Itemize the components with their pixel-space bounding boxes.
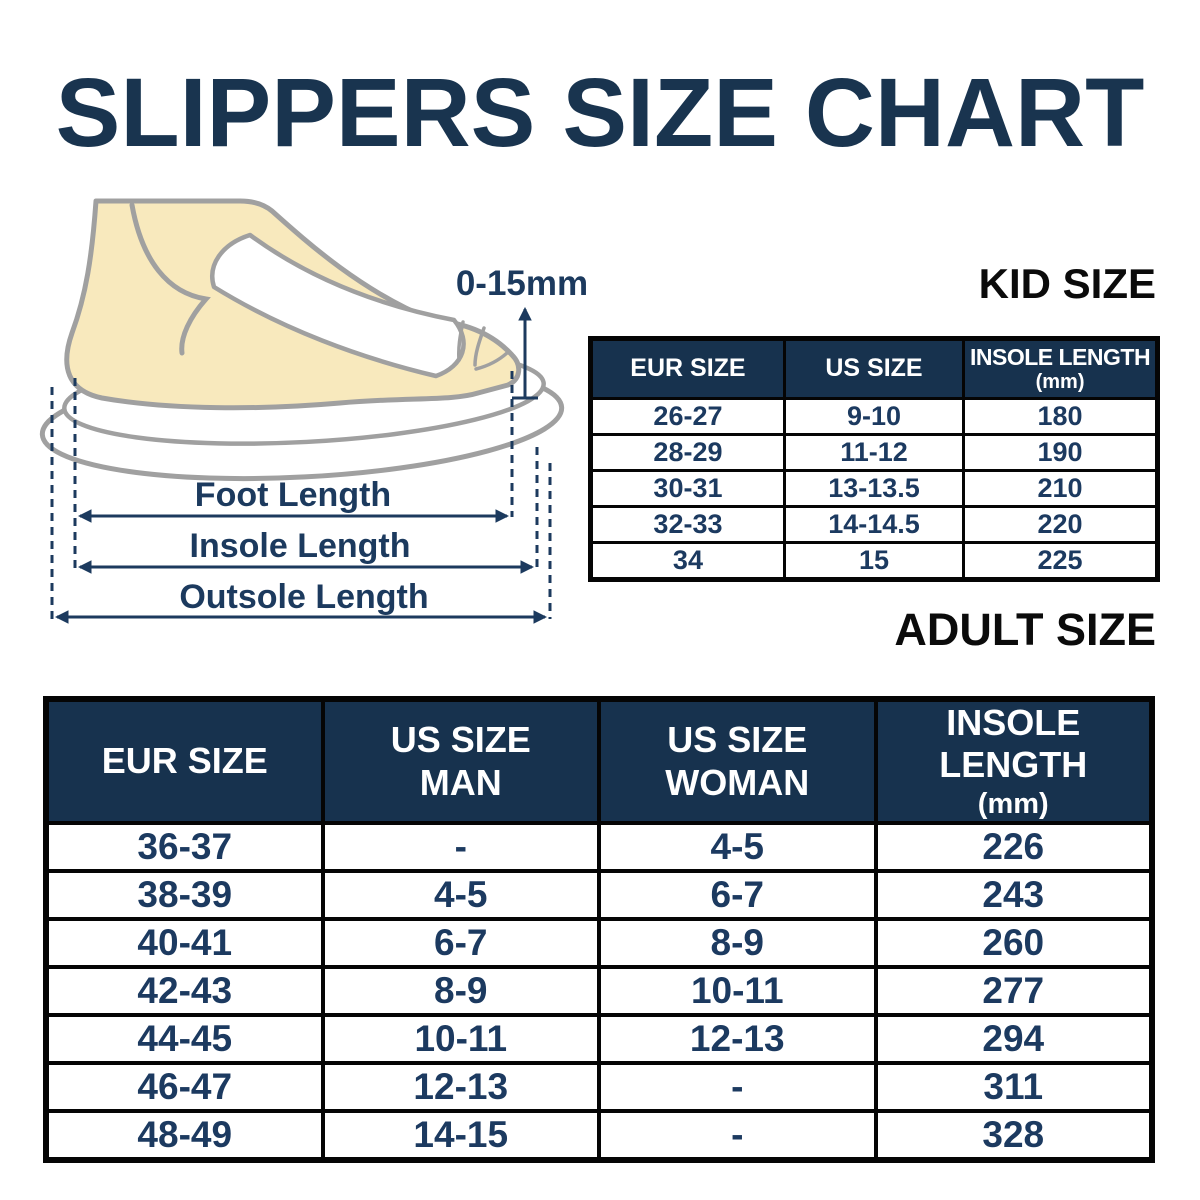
cell-eur: 36-37 bbox=[44, 821, 325, 874]
table-row: 36-37-4-5 226 bbox=[44, 821, 1154, 874]
cell-eur: 28-29 bbox=[589, 433, 786, 472]
slipper-vamp-shape bbox=[210, 232, 466, 379]
cell-us-man: - bbox=[320, 821, 601, 874]
header-text: EUR SIZE bbox=[630, 354, 746, 383]
page-title: SLIPPERS SIZE CHART bbox=[55, 58, 1145, 167]
cell-us-woman: 8-9 bbox=[597, 917, 878, 970]
cell-us-man: 4-5 bbox=[320, 869, 601, 922]
measurement-arrows bbox=[54, 509, 548, 624]
cell-insole: 328 bbox=[873, 1109, 1154, 1163]
cell-eur: 34 bbox=[589, 541, 786, 581]
cell-eur: 48-49 bbox=[44, 1109, 325, 1163]
cell-us-woman: 4-5 bbox=[597, 821, 878, 874]
table-row: 40-41 6-7 8-9 260 bbox=[44, 917, 1154, 970]
toe-gap-indicator bbox=[512, 306, 538, 400]
header-text: US SIZE bbox=[390, 719, 531, 761]
toe-lines bbox=[457, 320, 509, 371]
kid-header-row: EUR SIZE US SIZE INSOLE LENGTH (mm) bbox=[589, 337, 1159, 400]
table-row: 30-31 13-13.5 210 bbox=[589, 469, 1159, 508]
cell-eur: 42-43 bbox=[44, 965, 325, 1018]
header-text: INSOLE LENGTH bbox=[939, 702, 1088, 786]
header-subtext: (mm) bbox=[1035, 370, 1085, 393]
cell-us-woman: 6-7 bbox=[597, 869, 878, 922]
cell-us: 15 bbox=[782, 541, 966, 581]
dashed-guides bbox=[50, 371, 552, 619]
cell-insole: 294 bbox=[873, 1013, 1154, 1066]
table-row: 42-43 8-9 10-11 277 bbox=[44, 965, 1154, 1018]
outsole-length-label: Outsole Length bbox=[179, 578, 428, 616]
table-row: 38-39 4-5 6-7 243 bbox=[44, 869, 1154, 922]
cell-us: 13-13.5 bbox=[782, 469, 966, 508]
adult-col-header-eur: EUR SIZE bbox=[44, 696, 325, 826]
table-row: 48-49 14-15-328 bbox=[44, 1109, 1154, 1163]
cell-us-man: 10-11 bbox=[320, 1013, 601, 1066]
adult-header-row: EUR SIZE US SIZE MAN US SIZE WOMAN INSOLE … bbox=[44, 696, 1154, 826]
cell-insole: 225 bbox=[962, 541, 1159, 581]
cell-eur: 32-33 bbox=[589, 505, 786, 544]
cell-insole: 220 bbox=[962, 505, 1159, 544]
table-row: 26-27 9-10 180 bbox=[589, 397, 1159, 436]
table-row: 34 15 225 bbox=[589, 541, 1159, 581]
cell-us-woman: 10-11 bbox=[597, 965, 878, 1018]
adult-size-table: EUR SIZE US SIZE MAN US SIZE WOMAN INSOLE … bbox=[43, 696, 1155, 1164]
cell-us: 14-14.5 bbox=[782, 505, 966, 544]
cell-us-woman: - bbox=[597, 1061, 878, 1114]
header-text: US SIZE bbox=[667, 719, 808, 761]
foot-measurement-diagram: 0-15mm Foot Length Insole Length Outsole… bbox=[39, 198, 588, 624]
cell-us-man: 12-13 bbox=[320, 1061, 601, 1114]
cell-insole: 311 bbox=[873, 1061, 1154, 1114]
kid-size-table: EUR SIZE US SIZE INSOLE LENGTH (mm) 26-27… bbox=[588, 336, 1160, 582]
kid-col-header-us: US SIZE bbox=[782, 337, 966, 400]
header-subtext: WOMAN bbox=[665, 761, 810, 803]
cell-eur: 26-27 bbox=[589, 397, 786, 436]
cell-eur: 46-47 bbox=[44, 1061, 325, 1114]
cell-insole: 226 bbox=[873, 821, 1154, 874]
header-subtext: (mm) bbox=[977, 787, 1049, 820]
cell-insole: 260 bbox=[873, 917, 1154, 970]
foot-length-label: Foot Length bbox=[195, 476, 391, 514]
cell-eur: 44-45 bbox=[44, 1013, 325, 1066]
table-row: 46-47 12-13-311 bbox=[44, 1061, 1154, 1114]
cell-us-man: 6-7 bbox=[320, 917, 601, 970]
header-text: INSOLE LENGTH bbox=[970, 343, 1151, 370]
cell-insole: 243 bbox=[873, 869, 1154, 922]
table-row: 44-45 10-11 12-13 294 bbox=[44, 1013, 1154, 1066]
cell-us-man: 14-15 bbox=[320, 1109, 601, 1163]
adult-size-heading: ADULT SIZE bbox=[894, 604, 1156, 655]
header-text: EUR SIZE bbox=[101, 740, 268, 782]
kid-col-header-eur: EUR SIZE bbox=[589, 337, 786, 400]
cell-us: 9-10 bbox=[782, 397, 966, 436]
header-subtext: MAN bbox=[419, 761, 502, 803]
cell-us-man: 8-9 bbox=[320, 965, 601, 1018]
insole-length-label: Insole Length bbox=[190, 527, 411, 565]
cell-eur: 38-39 bbox=[44, 869, 325, 922]
adult-col-header-us-woman: US SIZE WOMAN bbox=[597, 696, 878, 826]
cell-eur: 40-41 bbox=[44, 917, 325, 970]
kid-col-header-insole: INSOLE LENGTH (mm) bbox=[962, 337, 1159, 400]
adult-col-header-us-man: US SIZE MAN bbox=[320, 696, 601, 826]
table-row: 28-29 11-12 190 bbox=[589, 433, 1159, 472]
toe-gap-label: 0-15mm bbox=[456, 264, 588, 303]
cell-insole: 190 bbox=[962, 433, 1159, 472]
kid-size-heading: KID SIZE bbox=[978, 260, 1156, 307]
cell-insole: 277 bbox=[873, 965, 1154, 1018]
cell-insole: 180 bbox=[962, 397, 1159, 436]
cell-insole: 210 bbox=[962, 469, 1159, 508]
cell-us-woman: - bbox=[597, 1109, 878, 1163]
table-row: 32-33 14-14.5 220 bbox=[589, 505, 1159, 544]
ankle-curve bbox=[129, 202, 211, 356]
adult-col-header-insole: INSOLE LENGTH (mm) bbox=[873, 696, 1154, 826]
cell-us-woman: 12-13 bbox=[597, 1013, 878, 1066]
cell-us: 11-12 bbox=[782, 433, 966, 472]
cell-eur: 30-31 bbox=[589, 469, 786, 508]
header-text: US SIZE bbox=[825, 354, 923, 383]
